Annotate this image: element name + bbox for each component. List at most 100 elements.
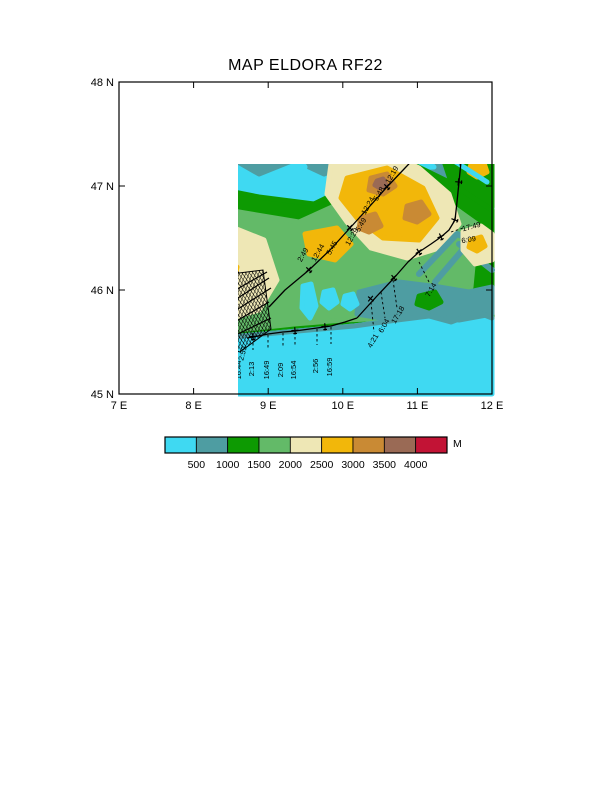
terrain-patch (376, 164, 437, 171)
terrain-patch (167, 86, 199, 106)
aircraft-glyph (383, 183, 391, 191)
colorbar-cell (415, 436, 448, 454)
aircraft-marker (367, 295, 375, 303)
aircraft-marker (249, 333, 257, 341)
lat-label: 48 N (91, 77, 114, 89)
terrain-patch (175, 246, 189, 257)
aircraft-glyph (249, 333, 257, 341)
colorbar-tick-label: 2500 (310, 459, 334, 471)
aircraft-glyph (455, 178, 463, 186)
aircraft-marker (455, 178, 463, 186)
aircraft-glyph (437, 233, 445, 241)
terrain-patch (424, 84, 457, 104)
aircraft-marker (390, 274, 398, 282)
colorbar-border (164, 436, 448, 454)
terrain-patch (119, 322, 175, 394)
leader-line (380, 291, 386, 319)
aircraft-marker (462, 130, 470, 138)
aircraft-glyph (451, 216, 459, 224)
map-title: MAP ELDORA RF22 (228, 57, 383, 74)
time-label: 16:59 (325, 358, 334, 377)
aircraft-marker (457, 164, 465, 166)
terrain-patch (465, 137, 487, 157)
survey-cluster-streak (238, 301, 270, 321)
aircraft-glyph (321, 323, 329, 331)
time-label: 16:44 (234, 361, 243, 380)
lat-label: 47 N (91, 181, 114, 193)
time-label: 5:33 (171, 282, 180, 297)
aircraft-glyph (346, 224, 354, 232)
terrain-patch (238, 309, 495, 339)
aircraft-glyph (439, 123, 449, 133)
terrain-patch (372, 176, 389, 191)
colorbar-cell (352, 436, 385, 454)
aircraft-marker (291, 327, 299, 335)
terrain-patch (340, 291, 360, 312)
lon-label: 12 E (481, 400, 504, 412)
aircraft-marker (305, 266, 313, 274)
lat-label: 45 N (91, 389, 114, 401)
terrain-patch (153, 348, 169, 382)
aircraft-glyph (305, 266, 313, 274)
aircraft-marker (415, 248, 423, 256)
survey-cluster-streak (238, 271, 240, 274)
colorbar-cell (195, 436, 229, 454)
aircraft-marker (346, 224, 354, 232)
aircraft-glyph (462, 130, 470, 138)
survey-cluster-streak (238, 271, 268, 290)
map-frame (118, 81, 493, 395)
lon-label: 11 E (406, 400, 428, 412)
time-label: 16:49 (262, 361, 271, 380)
lon-label: 10 E (331, 400, 354, 412)
lat-label: 46 N (91, 285, 114, 297)
colorbar-tick-label: 4000 (404, 459, 428, 471)
terrain-patch (466, 234, 488, 254)
aircraft-marker (451, 216, 459, 224)
survey-cluster-streak (238, 317, 272, 335)
colorbar-cell (289, 436, 323, 454)
survey-cluster-streak (238, 277, 270, 299)
time-label: 16:54 (289, 361, 298, 380)
time-label: 4:47 (184, 339, 193, 354)
time-label: 6:09 (461, 234, 477, 245)
terrain-patch (319, 287, 340, 311)
aircraft-glyph (390, 274, 398, 282)
aircraft-glyph (457, 164, 465, 166)
colorbar-tick-label: 500 (188, 459, 206, 471)
colorbar-tick-label: 3500 (373, 459, 397, 471)
terrain-patch (299, 281, 319, 321)
aircraft-marker (383, 183, 391, 191)
colorbar-unit-label: M (453, 438, 462, 450)
terrain-patch (133, 364, 159, 386)
flight-track-segment (162, 304, 185, 318)
flight-track-segment (268, 164, 410, 308)
time-label: 8:38 (444, 96, 458, 113)
aircraft-glyph (367, 295, 375, 303)
time-label: 6:21 (430, 100, 444, 117)
terrain-patch (125, 340, 149, 362)
lon-label: 8 E (185, 400, 202, 412)
aircraft-glyph (419, 143, 429, 153)
lon-label: 9 E (260, 400, 277, 412)
terrain-patch (414, 289, 444, 311)
terrain-patch (356, 211, 384, 235)
aircraft-marker (321, 323, 329, 331)
colorbar-tick-label: 1000 (216, 459, 240, 471)
aircraft-glyph (415, 248, 423, 256)
time-label: 2:56 (311, 359, 320, 374)
terrain-patch (454, 164, 490, 185)
colorbar-tick-label: 1500 (247, 459, 271, 471)
colorbar-cell (227, 436, 260, 454)
time-label: 2:59 (236, 345, 248, 361)
leader-line (450, 227, 464, 233)
terrain-patch (139, 266, 165, 288)
leader-line (370, 301, 375, 333)
aircraft-glyph (291, 327, 299, 335)
terrain-patch (402, 199, 432, 225)
leader-line (418, 261, 430, 283)
colorbar-cell (321, 436, 354, 454)
terrain-patch (169, 234, 199, 258)
aircraft-marker (437, 233, 445, 241)
